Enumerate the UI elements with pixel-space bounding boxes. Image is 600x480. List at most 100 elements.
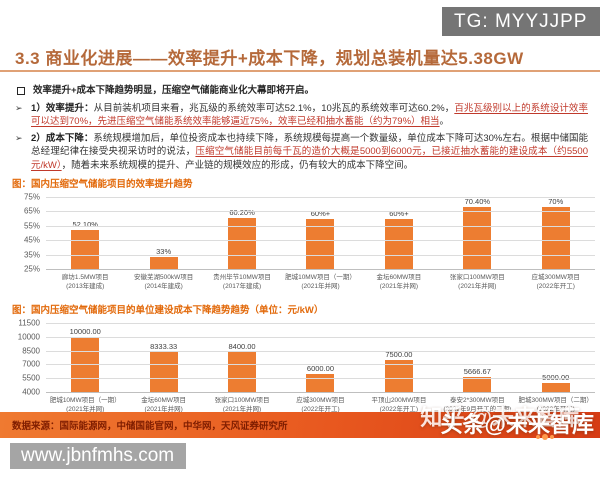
gridline: [46, 211, 595, 213]
point-cost-text: 2）成本下降：系统规模增加后，单位投资成本也持续下降，系统规模每提高一个数量级，…: [31, 132, 588, 173]
point-efficiency-text: 1）效率提升：从目前装机项目来看，兆瓦级的系统效率可达52.1%，10兆瓦的系统…: [31, 102, 588, 129]
tg-contact-badge: TG: MYYJJPP: [442, 7, 600, 36]
bar-slot: 8333.33: [124, 323, 202, 392]
chart-body: 75% 65% 55% 45% 35% 25% 52.10% 33% 60.20% 60%+ 60…: [12, 193, 595, 291]
gridline: [46, 336, 595, 338]
bar-slot: 6000.00: [281, 323, 359, 392]
chart-title: 图：国内压缩空气储能项目的效率提升趋势: [12, 179, 193, 190]
page-title: 3.3 商业化进展——效率提升+成本下降，规划总装机量达5.38GW: [15, 49, 524, 68]
bar-value-label: 60%+: [389, 208, 409, 218]
gridline: [46, 197, 595, 198]
gridline: [46, 240, 595, 242]
x-category-label: 廊坊1.5MW项目 (2013年建成): [61, 274, 109, 290]
bar: [384, 218, 413, 269]
y-tick-label: 8500: [22, 346, 40, 356]
y-tick-label: 7000: [22, 359, 40, 369]
y-tick-label: 5500: [22, 373, 40, 383]
bar-value-label: 70%: [548, 197, 564, 206]
data-source-text: 数据来源：国际能源网，中储国能官网，中华网，天风证券研究所: [12, 421, 288, 432]
point-efficiency: ➢ 1）效率提升：从目前装机项目来看，兆瓦级的系统效率可达52.1%，10兆瓦的…: [15, 102, 588, 129]
y-tick-label: 75%: [23, 192, 40, 202]
bar-value-label: 8333.33: [150, 342, 178, 352]
y-axis: 75% 65% 55% 45% 35% 25%: [12, 193, 46, 274]
text-run: 压缩空气储能目前每千瓦的造价大概是5000到6000元，已接近抽水蓄能的建设成本…: [31, 146, 588, 171]
x-category-label: 安徽芜湖500kW项目 (2014年建成): [134, 274, 194, 290]
bar-slot: 5000.00: [517, 323, 595, 392]
summary-text-block: 效率提升+成本下降趋势明显，压缩空气储能商业化大幕即将开启。 ➢ 1）效率提升：…: [15, 84, 588, 175]
chart-body: 11500 10000 8500 7000 5500 4000 10000.00 8333.…: [12, 319, 595, 414]
y-tick-label: 10000: [17, 332, 40, 342]
x-category-label: 张家口100MW项目 (2021年并网): [214, 397, 270, 413]
tg-contact-text: TG: MYYJJPP: [454, 10, 588, 32]
bar: [228, 351, 257, 392]
bars: 10000.00 8333.33 8400.00 6000.00 7500.00 5666…: [46, 323, 595, 392]
x-category-label: 肥城300MW项目（二期） (2022年开工): [518, 397, 593, 413]
bar-value-label: 60.20%: [229, 208, 255, 218]
x-category-label: 张家口100MW项目 (2021年并网): [449, 274, 505, 290]
chart-title: 图：国内压缩空气储能项目的单位建设成本下降趋势趋势（单位：元/kW）: [12, 305, 324, 316]
bar-slot: 60%+: [281, 197, 359, 269]
x-category-label: 平顶山200MW项目 (2022年开工): [371, 397, 427, 413]
plot-area: 52.10% 33% 60.20% 60%+ 60%+ 70.40% 70%: [46, 197, 595, 270]
site-url-badge: www.jbnfmhs.com: [10, 443, 186, 469]
y-tick-label: 25%: [23, 264, 40, 274]
y-tick-label: 45%: [23, 235, 40, 245]
bar-value-label: 5000.00: [542, 373, 569, 382]
text-run: 系统规模增加后，单位投资成本也持续下降，系统规模每提高一个数量级，单位成本下降可…: [31, 132, 588, 158]
bars: 52.10% 33% 60.20% 60%+ 60%+ 70.40% 70%: [46, 197, 595, 269]
bar-slot: 7500.00: [360, 323, 438, 392]
footer-band: 数据来源：国际能源网，中储国能官网，中华网，天风证券研究所: [0, 412, 600, 438]
bar: [149, 352, 178, 392]
bar-slot: 8400.00: [203, 323, 281, 392]
y-tick-label: 35%: [23, 250, 40, 260]
x-axis-labels: 廊坊1.5MW项目 (2013年建成) 安徽芜湖500kW项目 (2014年建成) 贵州…: [46, 270, 595, 291]
x-category-label: 金坛60MW项目 (2021年并网): [376, 274, 422, 290]
text-run: 。: [439, 116, 450, 127]
square-bullet-icon: [17, 87, 25, 95]
y-axis: 11500 10000 8500 7000 5500 4000: [12, 319, 46, 397]
bar-value-label: 60%+: [310, 208, 331, 218]
point-cost: ➢ 2）成本下降：系统规模增加后，单位投资成本也持续下降，系统规模每提高一个数量…: [15, 132, 588, 173]
y-tick-label: 65%: [23, 206, 40, 216]
x-category-label: 应城300MW项目 (2022年开工): [531, 274, 580, 290]
bar: [541, 382, 570, 392]
y-tick-label: 4000: [22, 387, 40, 397]
bar-value-label: 33%: [156, 247, 172, 257]
bar-slot: 60.20%: [203, 197, 281, 269]
bar-value-label: 7500.00: [385, 349, 413, 359]
x-category-label: 泰安2*300MW项目 (2022年9月开工的二期): [443, 397, 512, 413]
bar: [306, 218, 335, 269]
text-run: 1）效率提升：: [31, 102, 94, 114]
efficiency-trend-chart: 图：国内压缩空气储能项目的效率提升趋势 75% 65% 55% 45% 35% 25% 5…: [12, 176, 595, 291]
bar-value-label: 10000.00: [69, 326, 101, 336]
x-category-label: 肥城10MW项目（一期） (2021年并网): [49, 397, 121, 413]
text-run: ，随着未来系统规模的提升、产业链的规模效应的形成，仍有较大的成本下降空间。: [61, 159, 414, 171]
bar-value-label: 8400.00: [228, 341, 256, 351]
text-run: 百兆瓦级别以上的系统设计效率可以达到70%，先进压缩空气储能系统效率能够逼近75…: [31, 102, 588, 128]
site-url-text: www.jbnfmhs.com: [21, 445, 175, 466]
text-run: 从目前装机项目来看，兆瓦级的系统效率可达52.1%，10兆瓦的系统效率可达60.…: [93, 102, 455, 114]
x-category-label: 肥城10MW项目（一期） (2021年并网): [285, 274, 356, 290]
bar-value-label: 6000.00: [306, 363, 335, 373]
bar: [541, 207, 570, 269]
title-divider: [0, 70, 600, 72]
y-tick-label: 11500: [18, 318, 40, 328]
key-point: 效率提升+成本下降趋势明显，压缩空气储能商业化大幕即将开启。: [15, 84, 588, 98]
bar-slot: 33%: [124, 197, 202, 269]
bar: [149, 257, 178, 269]
gridline: [46, 254, 595, 256]
plot-area: 10000.00 8333.33 8400.00 6000.00 7500.00 5666…: [46, 323, 595, 393]
gridline: [46, 364, 595, 366]
gridline: [46, 323, 595, 324]
x-category-label: 贵州毕节10MW项目 (2017年建成): [213, 274, 271, 290]
bar: [306, 373, 335, 392]
bar-slot: 70%: [517, 197, 595, 269]
text-run: 2）成本下降：: [31, 132, 94, 144]
bar-slot: 60%+: [360, 197, 438, 269]
bar-slot: 10000.00: [46, 323, 124, 392]
bar: [71, 229, 100, 269]
gridline: [46, 350, 595, 352]
bar-slot: 70.40%: [438, 197, 516, 269]
gridline: [46, 225, 595, 227]
bar-value-label: 5666.67: [463, 366, 491, 376]
